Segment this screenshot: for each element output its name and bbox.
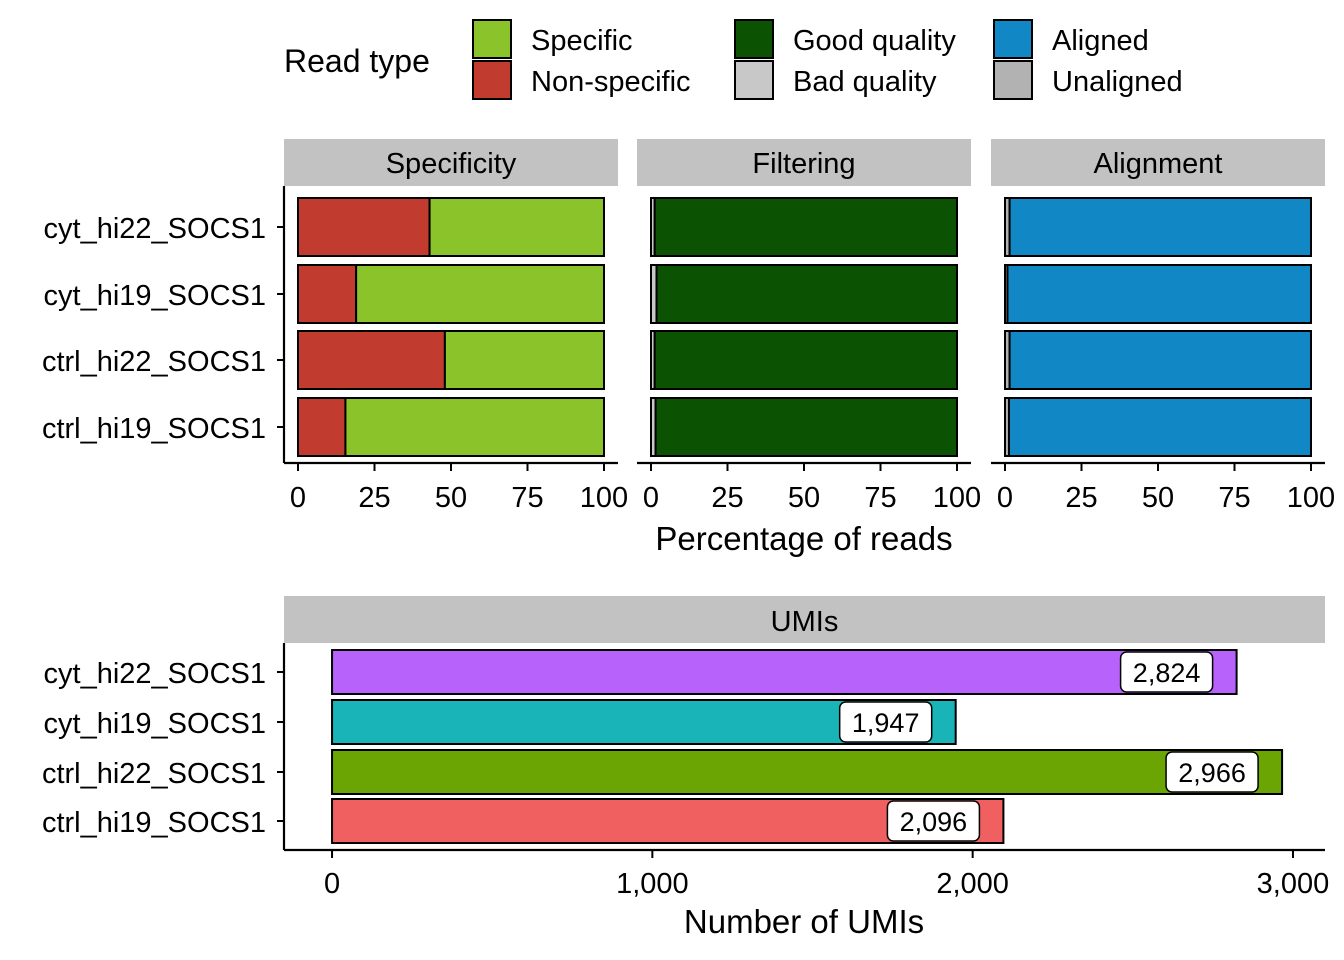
legend-label-good-quality: Good quality xyxy=(793,25,956,57)
x-axis-title-umis: Number of UMIs xyxy=(684,903,924,940)
x-tick-label: 25 xyxy=(358,482,390,514)
legend-label-bad-quality: Bad quality xyxy=(793,66,937,98)
y-tick-label-umis: ctrl_hi19_SOCS1 xyxy=(42,807,266,839)
legend-label-unaligned: Unaligned xyxy=(1052,66,1183,98)
data-label: 2,096 xyxy=(900,807,968,837)
facet-strip-label-umis: UMIs xyxy=(771,606,839,638)
facet-strip xyxy=(637,139,971,186)
data-label-box xyxy=(838,701,933,743)
bar-aligned-ctrl-hi19-socs1 xyxy=(1007,397,1313,457)
y-tick-label-umis: cyt_hi22_SOCS1 xyxy=(44,658,266,690)
x-tick-label: 100 xyxy=(933,482,981,514)
data-label-box xyxy=(1119,651,1214,693)
data-label: 1,947 xyxy=(852,708,920,738)
bar-specific-cyt-hi19-socs1 xyxy=(355,264,606,324)
legend-key-good-quality xyxy=(734,19,774,59)
x-tick-label-umis: 3,000 xyxy=(1257,868,1330,900)
bar-umis-cyt-hi22-socs1 xyxy=(331,649,1238,695)
x-axis-title-top: Percentage of reads xyxy=(655,520,952,557)
legend-key-bad-quality xyxy=(734,60,774,100)
legend-key-aligned xyxy=(993,19,1033,59)
data-label-box xyxy=(886,800,981,842)
bar-aligned-ctrl-hi22-socs1 xyxy=(1008,330,1313,390)
x-tick-label-umis: 0 xyxy=(324,868,340,900)
facet-strip-label: Specificity xyxy=(386,148,517,180)
bar-specific-ctrl-hi19-socs1 xyxy=(344,397,605,457)
data-label: 2,966 xyxy=(1178,758,1246,788)
x-tick-label: 100 xyxy=(580,482,628,514)
y-tick-label-umis: cyt_hi19_SOCS1 xyxy=(44,708,266,740)
facet-panel-specificity: Specificity 0 25 50 75 100 xyxy=(284,139,628,514)
bar-good-quality-cyt-hi19-socs1 xyxy=(655,264,958,324)
legend-key-unaligned xyxy=(993,60,1033,100)
x-tick-label: 25 xyxy=(711,482,743,514)
data-label: 2,824 xyxy=(1133,658,1201,688)
legend-title: Read type xyxy=(284,43,430,79)
facet-strip xyxy=(284,139,618,186)
legend-label-specific: Specific xyxy=(531,25,633,57)
bar-non-specific-ctrl-hi22-socs1 xyxy=(297,330,446,390)
legend-label-aligned: Aligned xyxy=(1052,25,1149,57)
bar-non-specific-ctrl-hi19-socs1 xyxy=(297,397,347,457)
bar-specific-ctrl-hi22-socs1 xyxy=(443,330,605,390)
x-tick-label-umis: 2,000 xyxy=(936,868,1009,900)
facet-strip-label: Alignment xyxy=(1094,148,1223,180)
x-tick-label: 75 xyxy=(864,482,896,514)
bar-good-quality-ctrl-hi22-socs1 xyxy=(653,330,958,390)
facet-panel-alignment: Alignment 0 25 50 75 100 xyxy=(991,139,1335,514)
facet-strip-umis xyxy=(284,596,1325,643)
legend-key-non-specific xyxy=(472,60,512,100)
x-tick-label: 25 xyxy=(1065,482,1097,514)
x-tick-label: 75 xyxy=(1218,482,1250,514)
bar-non-specific-cyt-hi19-socs1 xyxy=(297,264,358,324)
bar-aligned-cyt-hi22-socs1 xyxy=(1008,197,1313,257)
facet-strip xyxy=(991,139,1325,186)
bar-non-specific-cyt-hi22-socs1 xyxy=(297,197,431,257)
data-label-box xyxy=(1165,751,1259,793)
x-tick-label: 75 xyxy=(511,482,543,514)
legend: Read type Specific Non-specific Good quali… xyxy=(284,19,1183,100)
bar-specific-cyt-hi22-socs1 xyxy=(428,197,605,257)
x-tick-label-umis: 1,000 xyxy=(616,868,689,900)
x-tick-label: 0 xyxy=(290,482,306,514)
bar-umis-ctrl-hi22-socs1 xyxy=(331,749,1284,795)
y-tick-label-top: cyt_hi22_SOCS1 xyxy=(44,213,266,245)
y-tick-label-top: cyt_hi19_SOCS1 xyxy=(44,280,266,312)
percentage-panels: cyt_hi22_SOCS1 cyt_hi19_SOCS1 ctrl_hi22_SO… xyxy=(42,139,1335,557)
bar-good-quality-ctrl-hi19-socs1 xyxy=(654,397,959,457)
x-tick-label: 0 xyxy=(643,482,659,514)
x-tick-label: 50 xyxy=(788,482,820,514)
bar-good-quality-cyt-hi22-socs1 xyxy=(653,197,958,257)
x-tick-label: 0 xyxy=(997,482,1013,514)
legend-label-non-specific: Non-specific xyxy=(531,66,691,98)
y-tick-label-top: ctrl_hi22_SOCS1 xyxy=(42,346,266,378)
y-tick-label-top: ctrl_hi19_SOCS1 xyxy=(42,413,266,445)
x-tick-label: 50 xyxy=(1142,482,1174,514)
x-tick-label: 100 xyxy=(1287,482,1335,514)
bar-aligned-cyt-hi19-socs1 xyxy=(1006,264,1312,324)
facet-panel-filtering: Filtering 0 25 50 75 100 xyxy=(637,139,981,514)
umi-panel: UMIs cyt_hi22_SOCS1 2,824 cyt_hi19_SOCS1 1,9… xyxy=(42,596,1329,940)
x-tick-label: 50 xyxy=(435,482,467,514)
legend-key-specific xyxy=(472,19,512,59)
y-tick-label-umis: ctrl_hi22_SOCS1 xyxy=(42,758,266,790)
facet-strip-label: Filtering xyxy=(752,148,855,180)
